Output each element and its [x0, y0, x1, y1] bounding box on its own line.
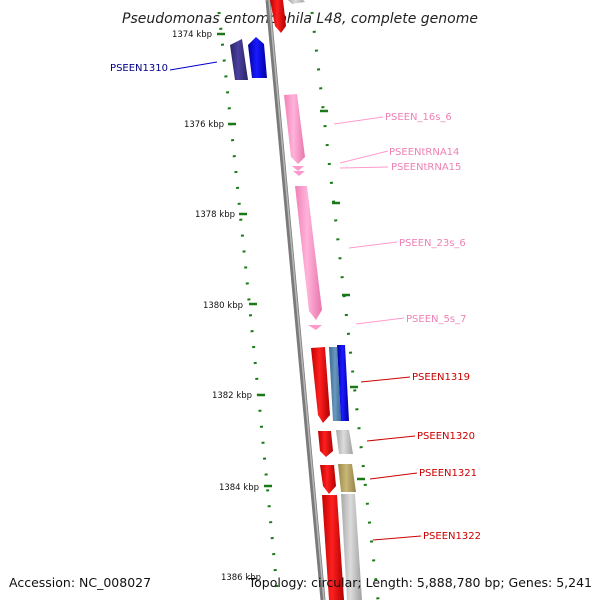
- leader-5s: [355, 317, 405, 325]
- gene-pseen1322: [322, 495, 344, 600]
- gene-label-pseen1319[interactable]: PSEEN1319: [412, 372, 470, 383]
- gene-trna15: [293, 171, 305, 176]
- gene-label-pseen1322[interactable]: PSEEN1322: [423, 531, 481, 542]
- gene-blue-arrow: [248, 37, 267, 78]
- leader-pseen1319: [360, 376, 411, 383]
- leader-pseen1320: [366, 435, 416, 442]
- gene-pseen1321: [320, 465, 336, 494]
- gene-trna14: [292, 166, 304, 171]
- gene-label-pseen-23s-6[interactable]: PSEEN_23s_6: [399, 238, 466, 249]
- gene-pseen1320: [318, 431, 333, 457]
- genome-backbone-highlight: [268, 0, 325, 600]
- leader-trna14: [339, 150, 389, 164]
- genome-summary-text: Topology: circular; Length: 5,888,780 bp…: [248, 575, 592, 590]
- gene-label-pseentrna14[interactable]: PSEENtRNA14: [389, 147, 459, 158]
- gene-blue-strand: [337, 345, 349, 421]
- leader-pseen1321: [369, 472, 418, 480]
- gene-5s-rrna: [308, 325, 322, 330]
- gene-top-grey: [288, 0, 305, 4]
- gene-16s-rrna: [284, 94, 305, 164]
- gene-pseen1319: [311, 347, 330, 423]
- gene-label-pseen1320[interactable]: PSEEN1320: [417, 431, 475, 442]
- gene-top-red: [270, 0, 286, 33]
- gene-label-pseen-16s-6[interactable]: PSEEN_16s_6: [385, 112, 452, 123]
- gene-teal-strand: [329, 347, 341, 421]
- tick-label: 1384 kbp: [219, 483, 259, 493]
- tick-label: 1380 kbp: [203, 301, 243, 311]
- gene-label-pseen-5s-7[interactable]: PSEEN_5s_7: [406, 314, 466, 325]
- gene-dark-arrow: [230, 39, 248, 80]
- gene-label-pseen1321[interactable]: PSEEN1321: [419, 468, 477, 479]
- map-title: Pseudomonas entomophila L48, complete ge…: [122, 11, 478, 27]
- leader-16s: [333, 116, 384, 125]
- accession-text: Accession: NC_008027: [9, 575, 152, 590]
- tick-arc-left: [217, 11, 280, 600]
- leader-pseen1322: [372, 535, 422, 541]
- gene-grey-1320: [336, 430, 353, 454]
- leader-trna15: [339, 166, 389, 169]
- leader-23s: [348, 241, 398, 249]
- gene-23s-rrna: [295, 186, 322, 320]
- tick-label: 1376 kbp: [184, 120, 224, 130]
- gene-olive-1321: [338, 464, 356, 492]
- tick-label: 1386 kbp: [221, 573, 261, 583]
- major-ticks: [217, 32, 365, 488]
- gene-label-pseen1310[interactable]: PSEEN1310: [110, 63, 168, 74]
- gene-grey-1322: [341, 494, 362, 600]
- tick-label: 1378 kbp: [195, 210, 235, 220]
- leader-pseen1310: [169, 61, 218, 71]
- gene-label-pseentrna15[interactable]: PSEENtRNA15: [391, 162, 461, 173]
- tick-label: 1382 kbp: [212, 391, 252, 401]
- tick-label: 1374 kbp: [172, 30, 212, 40]
